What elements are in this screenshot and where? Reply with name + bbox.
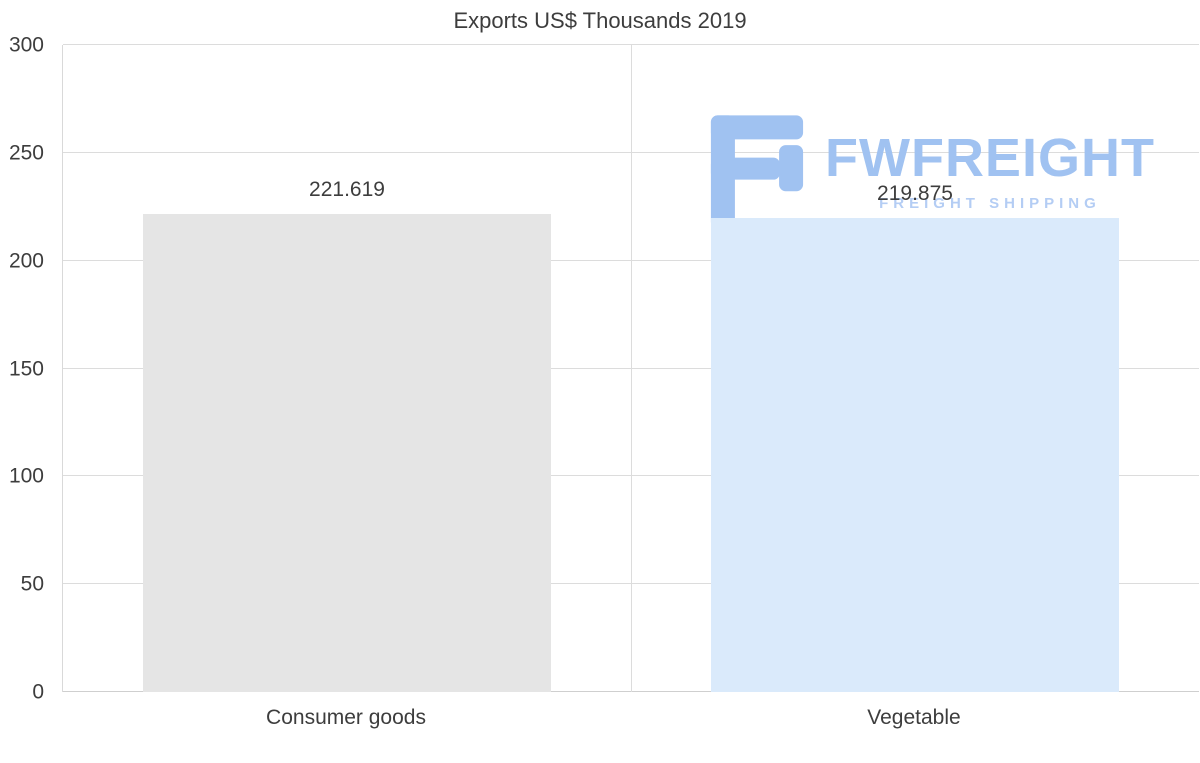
x-axis-labels: Consumer goods Vegetable: [62, 706, 1198, 736]
plot-area: 221.619 219.875 FWFREIGHT FREIGHT SHIPPIN…: [62, 44, 1199, 692]
y-axis: 0 50 100 150 200 250 300: [0, 35, 54, 703]
y-tick-label: 100: [8, 464, 44, 488]
y-tick-label: 200: [8, 249, 44, 273]
y-tick-label: 300: [8, 33, 44, 57]
bar-consumer-goods: [142, 214, 552, 692]
bar-value-label: 221.619: [309, 178, 385, 202]
gridline: [63, 44, 1199, 45]
watermark: FWFREIGHT FREIGHT SHIPPING: [709, 113, 1155, 231]
y-tick-label: 250: [8, 141, 44, 165]
fwfreight-logo-icon: [709, 113, 805, 231]
watermark-title: FWFREIGHT: [825, 128, 1155, 188]
vertical-gridline: [631, 45, 632, 692]
y-tick-label: 150: [8, 357, 44, 380]
bar-value-label: 219.875: [877, 181, 953, 205]
x-category-label-vegetable: Vegetable: [867, 706, 961, 729]
watermark-text: FWFREIGHT FREIGHT SHIPPING: [825, 131, 1155, 212]
chart-title: Exports US$ Thousands 2019: [453, 8, 747, 33]
x-category-label-consumer-goods: Consumer goods: [266, 706, 426, 729]
y-tick-label: 50: [20, 572, 44, 596]
watermark-subtitle: FREIGHT SHIPPING: [879, 195, 1101, 212]
y-tick-label: 0: [32, 680, 44, 704]
bar-vegetable: [710, 217, 1120, 692]
